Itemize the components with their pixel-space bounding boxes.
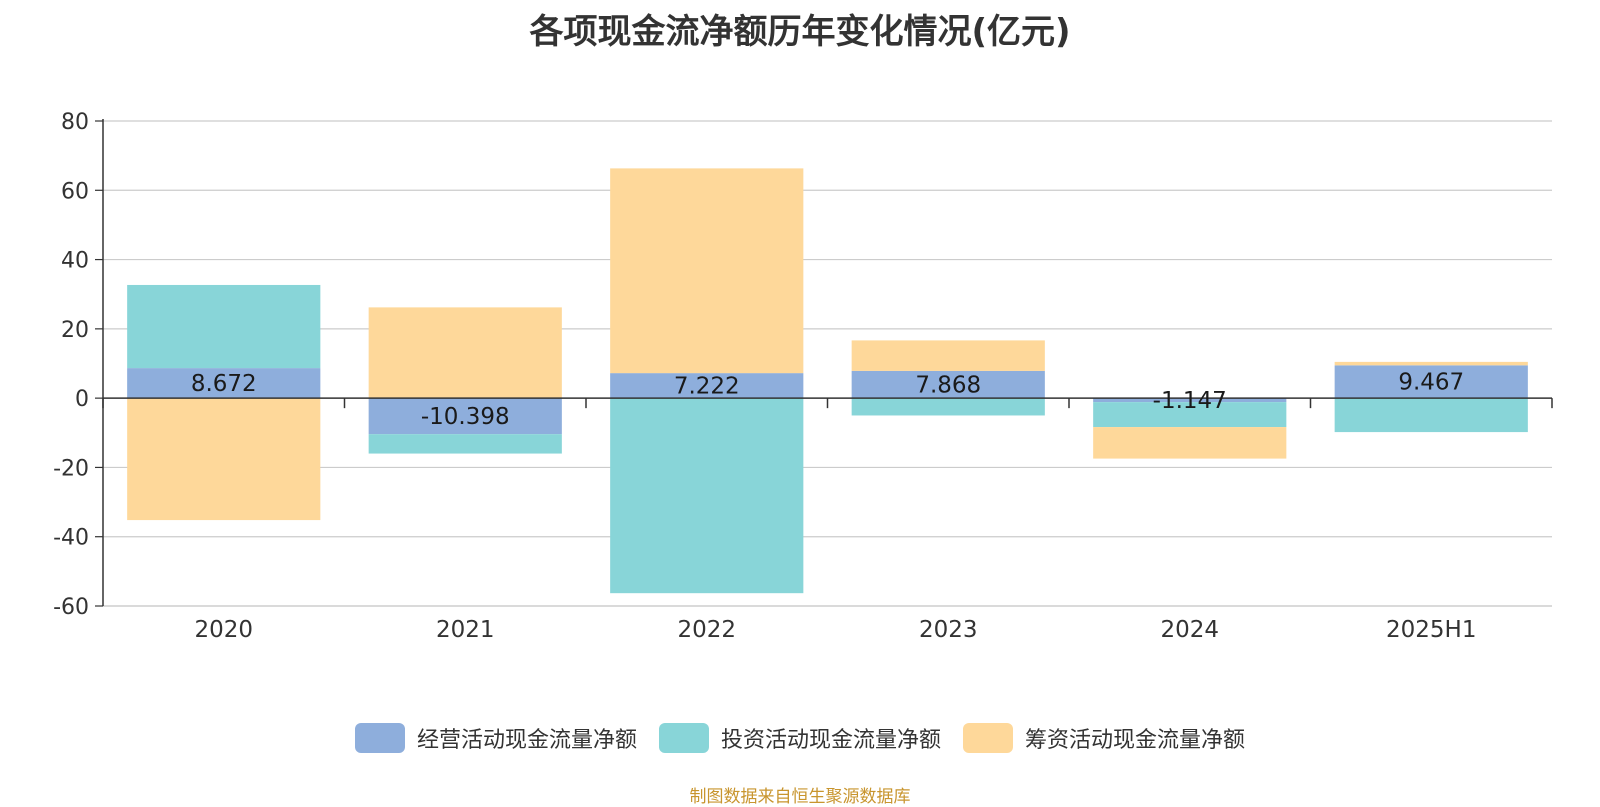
data-label: -10.398 <box>421 404 510 430</box>
bar-financing-2020 <box>127 398 321 521</box>
data-label: 9.467 <box>1398 370 1464 396</box>
legend-swatch-investing <box>658 723 709 753</box>
data-label: -1.147 <box>1153 388 1227 414</box>
x-tick-label: 2024 <box>1160 617 1219 643</box>
bar-operating-2020 <box>127 368 321 399</box>
grid-layer <box>103 120 1552 607</box>
legend-label-operating: 经营活动现金流量净额 <box>416 728 637 753</box>
bar-financing-2024 <box>1093 427 1287 459</box>
bar-investing-2022 <box>610 398 804 594</box>
legend-label-financing: 筹资活动现金流量净额 <box>1025 728 1246 753</box>
y-tick-label: -60 <box>53 595 89 620</box>
bar-financing-2021 <box>368 307 562 399</box>
bar-operating-2025H1 <box>1334 365 1528 399</box>
bar-financing-2023 <box>851 340 1045 371</box>
data-label: 8.672 <box>191 371 257 397</box>
label-layer: 8.672 -10.398 7.222 7.868 -1.147 9.467 <box>191 370 1464 430</box>
legend-swatch-financing <box>963 723 1013 753</box>
x-tick-label: 2020 <box>194 617 253 643</box>
y-tick-label: -20 <box>53 456 89 481</box>
legend-swatch-operating <box>354 723 405 753</box>
bar-operating-2023 <box>851 370 1045 399</box>
legend-label-investing: 投资活动现金流量净额 <box>720 728 941 753</box>
bar-investing-2020 <box>127 284 321 369</box>
bar-investing-2025H1 <box>1334 398 1528 433</box>
bar-operating-2024 <box>1093 398 1287 403</box>
y-tick-label: 60 <box>61 179 89 204</box>
legend-item-financing[interactable]: 筹资活动现金流量净额 <box>963 722 1245 754</box>
x-tick-label: 2021 <box>436 617 495 643</box>
data-label: 7.222 <box>674 374 740 400</box>
axis-layer: 80 60 40 20 0 -20 -40 -60 2020 2021 2022 2023 2024 20… <box>53 110 1553 643</box>
bar-investing-2023 <box>851 398 1045 416</box>
x-tick-label: 2023 <box>919 617 978 643</box>
y-tick-label: 80 <box>61 110 89 135</box>
x-tick-label: 2022 <box>677 617 736 643</box>
bar-investing-2021 <box>368 434 562 454</box>
legend-item-investing[interactable]: 投资活动现金流量净额 <box>658 722 941 754</box>
y-tick-label: 20 <box>61 318 89 343</box>
bar-operating-2022 <box>610 373 804 399</box>
source-note: 制图数据来自恒生聚源数据库 <box>689 787 911 807</box>
bar-operating-2021 <box>368 398 562 435</box>
legend: 经营活动现金流量净额 投资活动现金流量净额 筹资活动现金流量净额 <box>0 722 1600 754</box>
x-tick-label: 2025H1 <box>1386 617 1476 643</box>
legend-item-operating[interactable]: 经营活动现金流量净额 <box>354 722 637 754</box>
bar-layer <box>127 168 1528 594</box>
y-tick-label: 40 <box>61 249 89 274</box>
bar-financing-2025H1 <box>1334 361 1528 366</box>
bar-investing-2024 <box>1093 402 1287 428</box>
y-tick-label: -40 <box>53 526 89 551</box>
data-label: 7.868 <box>915 373 981 399</box>
bar-financing-2022 <box>610 168 804 374</box>
chart-title: 各项现金流净额历年变化情况(亿元) <box>529 12 1071 52</box>
y-tick-label: 0 <box>75 387 89 412</box>
